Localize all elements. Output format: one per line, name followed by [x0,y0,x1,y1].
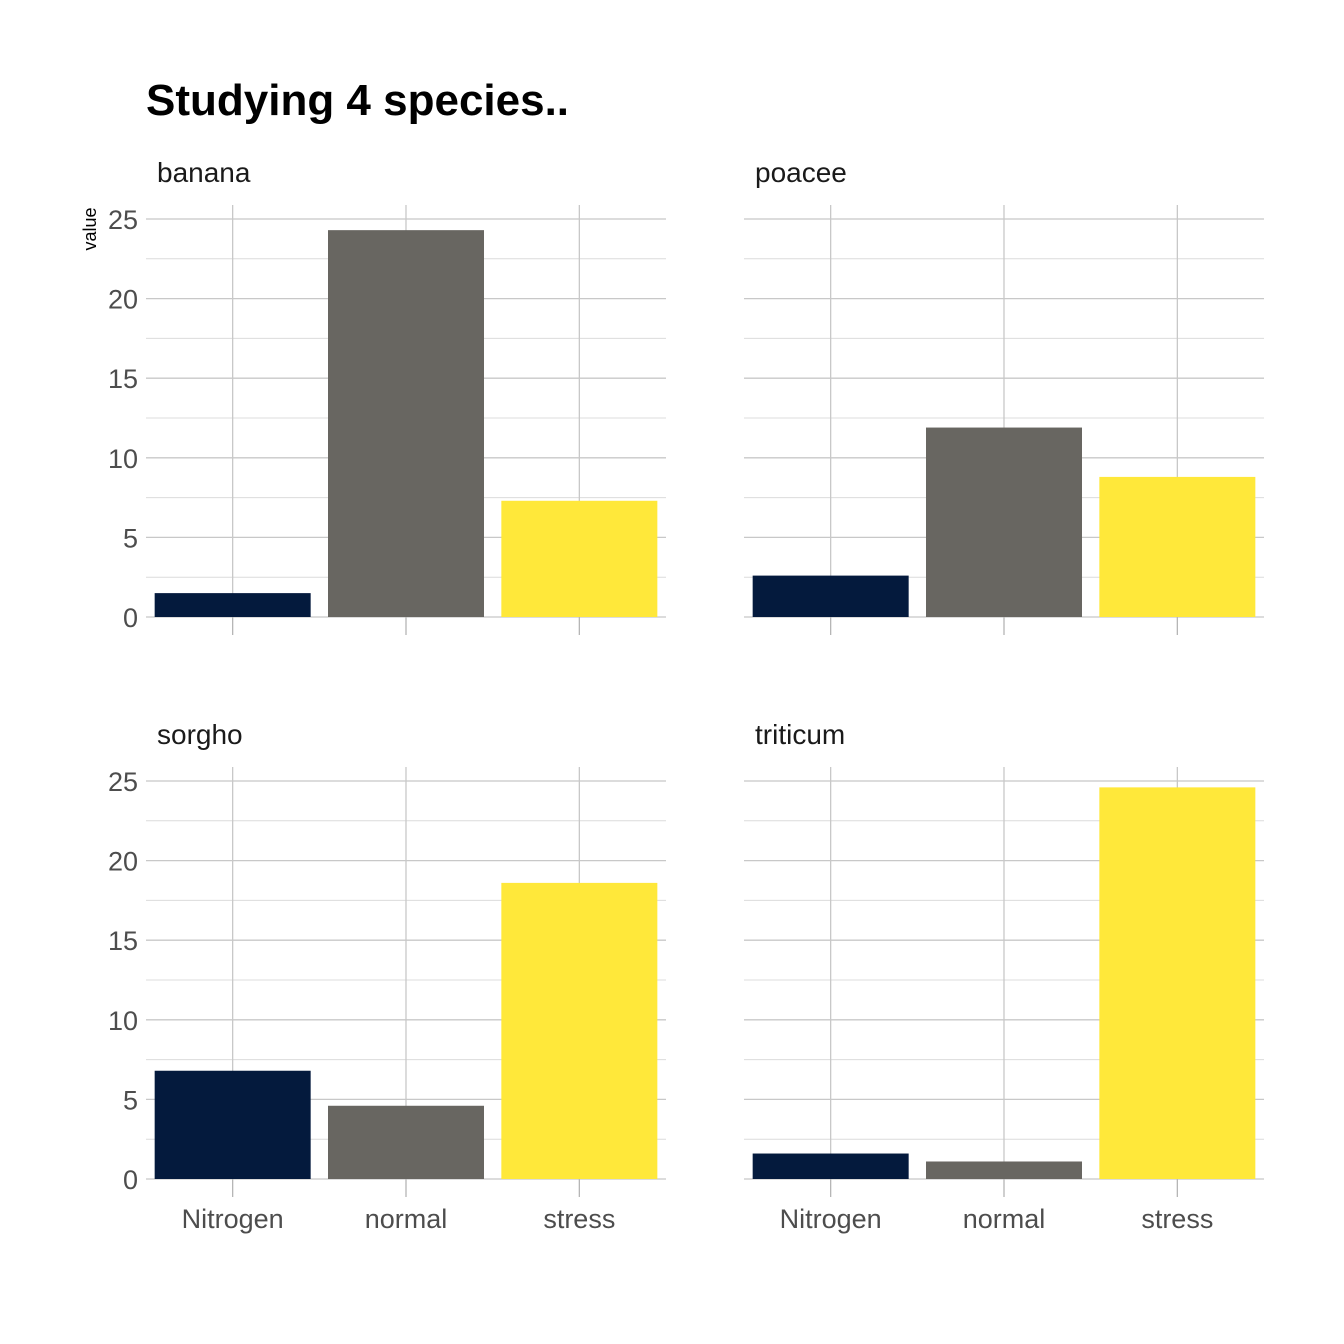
y-tick-label: 25 [108,205,138,235]
x-tick-label-stress: stress [1141,1204,1213,1234]
bar-poacee-stress [1099,476,1256,617]
x-tick-label-Nitrogen: Nitrogen [182,1204,284,1234]
facet-label-sorgho: sorgho [157,719,243,750]
bar-sorgho-normal [328,1105,484,1179]
x-tick-label-stress: stress [543,1204,615,1234]
facet-panels: banana 0 5 10 15 20 25 poacee sorgho 0 5 10 15 20 25 Ni… [108,157,1264,1234]
x-tick-label-Nitrogen: Nitrogen [780,1204,882,1234]
y-tick-label: 10 [108,444,138,474]
facet-label-poacee: poacee [755,157,847,188]
y-tick-label: 15 [108,364,138,394]
bar-sorgho-Nitrogen [154,1070,311,1179]
y-tick-label: 25 [108,767,138,797]
y-tick-label: 10 [108,1006,138,1036]
chart-title: Studying 4 species.. [146,76,569,125]
facet-label-triticum: triticum [755,719,845,750]
facet-panel-triticum: triticum Nitrogen normal stress [744,719,1264,1234]
facet-label-banana: banana [157,157,251,188]
x-tick-label-normal: normal [963,1204,1046,1234]
bar-banana-stress [501,500,658,617]
y-tick-label: 15 [108,926,138,956]
facet-panel-poacee: poacee [744,157,1264,635]
y-tick-label: 5 [123,1085,138,1115]
y-tick-label: 0 [123,603,138,633]
bar-triticum-normal [926,1161,1082,1179]
y-axis-label: value [80,207,100,250]
bar-sorgho-stress [501,882,658,1179]
y-tick-label: 20 [108,847,138,877]
bar-triticum-Nitrogen [752,1153,909,1179]
y-tick-label: 20 [108,285,138,315]
y-tick-label: 0 [123,1165,138,1195]
facet-panel-banana: banana 0 5 10 15 20 25 [108,157,666,635]
y-tick-label: 5 [123,523,138,553]
facet-panel-sorgho: sorgho 0 5 10 15 20 25 Nitrogen normal stress [108,719,666,1234]
bar-poacee-Nitrogen [752,575,909,617]
bar-banana-normal [328,230,484,618]
bar-triticum-stress [1099,787,1256,1179]
x-tick-label-normal: normal [365,1204,448,1234]
bar-banana-Nitrogen [154,593,311,617]
bar-poacee-normal [926,427,1082,617]
